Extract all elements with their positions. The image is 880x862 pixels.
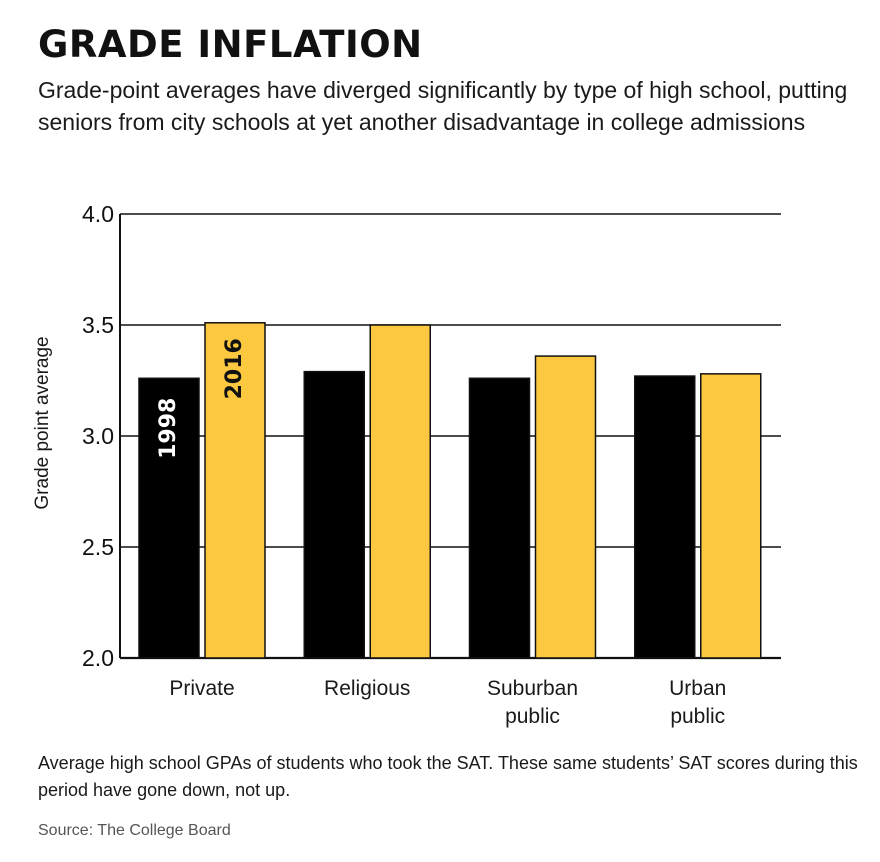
bar-2016 — [369, 324, 431, 659]
bar-2016 — [534, 355, 597, 659]
y-tick-label: 2.0 — [82, 645, 114, 671]
category-label: Private — [169, 677, 234, 700]
y-tick-label: 3.5 — [82, 312, 114, 338]
category-label: public — [505, 705, 560, 728]
bar-1998 — [303, 370, 365, 659]
category-label: Religious — [324, 677, 410, 700]
y-tick-label: 4.0 — [82, 201, 114, 227]
chart-caption: Average high school GPAs of students who… — [38, 753, 858, 800]
y-tick-labels: 2.0 2.5 3.0 3.5 4.0 — [82, 201, 114, 671]
bar-2016 — [204, 322, 266, 659]
source-note: Source: The College Board — [38, 822, 231, 839]
y-tick-label: 3.0 — [82, 423, 114, 449]
chart-subtitle: Grade-point averages have diverged signi… — [38, 77, 848, 135]
bar-chart: 1998 2016 2.0 2.5 3.0 3.5 4.0 Private Religiou… — [32, 201, 781, 728]
category-label: public — [670, 705, 725, 728]
bars: 1998 2016 — [138, 322, 762, 659]
series-label-1998: 1998 — [156, 398, 181, 459]
bar-1998 — [634, 375, 696, 659]
chart-title: GRADE INFLATION — [38, 23, 423, 66]
category-label: Suburban — [487, 677, 578, 700]
series-label-2016: 2016 — [222, 338, 247, 399]
bar-1998 — [138, 377, 200, 659]
category-labels: Private Religious Suburban public Urban publi… — [169, 677, 726, 728]
bar-1998 — [468, 377, 531, 659]
category-label: Urban — [669, 677, 726, 700]
y-axis-title: Grade point average — [32, 336, 53, 509]
y-tick-label: 2.5 — [82, 534, 114, 560]
bar-2016 — [700, 373, 762, 659]
